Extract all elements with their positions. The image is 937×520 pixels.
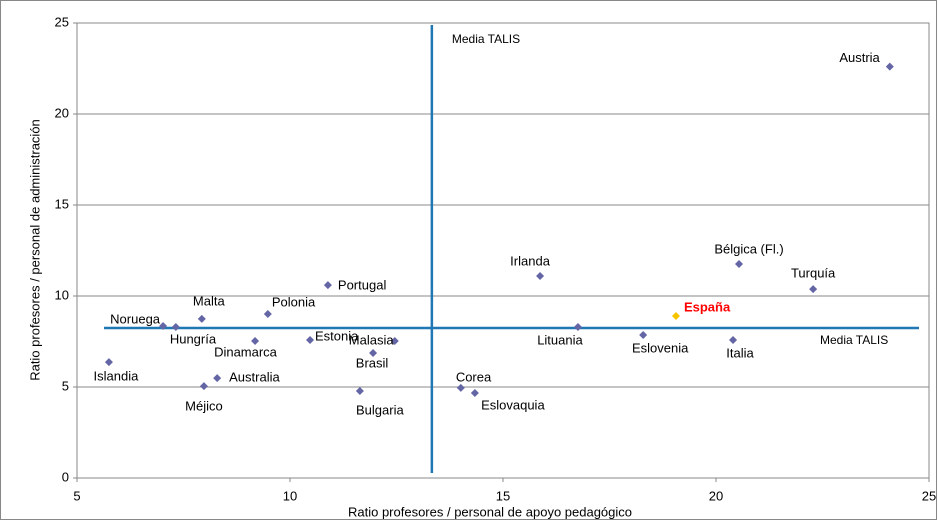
x-tick-label: 10 xyxy=(283,488,297,503)
point-label: Lituania xyxy=(537,332,583,347)
point-label: Bulgaria xyxy=(356,402,404,417)
point xyxy=(735,259,744,268)
point-label: Corea xyxy=(456,369,492,384)
point xyxy=(251,336,260,345)
point-label: Portugal xyxy=(338,278,387,293)
point-label: Méjico xyxy=(185,399,223,414)
point xyxy=(369,348,378,357)
point-label: Austria xyxy=(839,50,880,65)
point xyxy=(639,330,648,339)
point-label: Malta xyxy=(193,293,226,308)
point-label: Turquía xyxy=(791,266,836,281)
x-tick-label: 20 xyxy=(709,488,723,503)
point-label: Irlanda xyxy=(510,253,551,268)
point xyxy=(671,312,680,321)
point xyxy=(159,322,168,331)
mean-label: Media TALIS xyxy=(820,333,888,347)
point xyxy=(470,389,479,398)
point-label: Estonia xyxy=(315,328,359,343)
point-label: Islandia xyxy=(94,369,140,384)
point-label: Eslovaquia xyxy=(481,397,545,412)
y-tick-label: 15 xyxy=(55,196,69,211)
y-axis-title: Ratio profesores / personal de administr… xyxy=(27,119,42,381)
point xyxy=(729,336,738,345)
y-tick-label: 10 xyxy=(55,287,69,302)
point xyxy=(885,62,894,71)
point-label: España xyxy=(684,299,731,314)
point xyxy=(809,285,818,294)
point-label: Eslovenia xyxy=(632,340,689,355)
x-axis-title: Ratio profesores / personal de apoyo ped… xyxy=(348,504,632,519)
point xyxy=(104,358,113,367)
point-label: Malasia xyxy=(349,332,395,347)
point xyxy=(197,314,206,323)
point-label: Bélgica (Fl.) xyxy=(714,241,783,256)
y-tick-label: 5 xyxy=(62,378,69,393)
point-label: Hungría xyxy=(170,331,217,346)
point xyxy=(263,310,272,319)
point-label: Australia xyxy=(229,370,280,385)
point xyxy=(355,387,364,396)
point-label: Dinamarca xyxy=(214,344,278,359)
point xyxy=(390,336,399,345)
point xyxy=(573,322,582,331)
point-label: Noruega xyxy=(110,311,161,326)
x-tick-label: 15 xyxy=(496,488,510,503)
point xyxy=(213,374,222,383)
y-tick-label: 20 xyxy=(55,105,69,120)
x-tick-label: 5 xyxy=(73,488,80,503)
point xyxy=(456,383,465,392)
point-label: Italia xyxy=(726,345,754,360)
point xyxy=(536,271,545,280)
point-label: Polonia xyxy=(272,294,316,309)
point xyxy=(306,336,315,345)
mean-label: Media TALIS xyxy=(452,32,520,46)
point xyxy=(199,382,208,391)
x-tick-label: 25 xyxy=(922,488,936,503)
point xyxy=(171,322,180,331)
y-tick-label: 25 xyxy=(55,14,69,29)
point-label: Brasil xyxy=(356,355,389,370)
point xyxy=(323,281,332,290)
y-tick-label: 0 xyxy=(62,469,69,484)
